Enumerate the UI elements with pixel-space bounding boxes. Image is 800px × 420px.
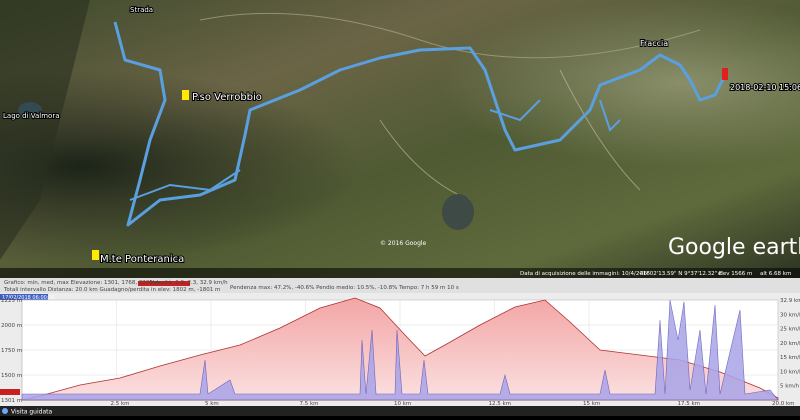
brand: Google earth	[668, 235, 800, 260]
copyright: © 2016 Google	[380, 240, 427, 247]
tour-icon[interactable]	[2, 408, 8, 414]
y-tick-label: 1500 m	[1, 373, 22, 379]
stats: Pendenza max: 47.2%, -40.6% Pendio medio…	[230, 285, 459, 291]
elevation-profile: Grafico: min, med, max Elevazione: 1301,…	[0, 278, 800, 407]
y-tick-label: 1301 m	[1, 398, 22, 404]
place-label: Fraccia	[640, 39, 668, 48]
tour-button[interactable]: Visita guidata	[11, 409, 52, 416]
y2-tick-label: 25 km/h	[780, 327, 800, 333]
y2-tick-label: 10 km/h	[780, 369, 800, 375]
x-tick-label: 10 km	[394, 401, 411, 407]
y-tick-label: 1750 m	[1, 348, 22, 354]
x-tick-label: 20.0 km	[772, 401, 795, 407]
x-tick-label: 12.5 km	[489, 401, 512, 407]
pin[interactable]	[722, 68, 728, 80]
place-label: Strada	[130, 6, 153, 14]
status-date: Data di acquisizione delle immagini: 10/…	[520, 271, 650, 277]
pin[interactable]	[92, 250, 99, 260]
x-tick-label: 2.5 km	[111, 401, 130, 407]
status-coords: 46°02'13.59" N 9°37'12.32" E	[640, 271, 723, 277]
stats: Grafico: min, med, max Elevazione: 1301,…	[4, 280, 160, 286]
footer: Visita guidata	[0, 406, 800, 416]
y2-tick-label: 32.9 km/h	[780, 298, 800, 304]
x-tick-label: 17.5 km	[678, 401, 701, 407]
pin[interactable]	[182, 90, 189, 100]
stats: Totali intervallo Distanza: 20.0 km Guad…	[3, 287, 220, 293]
x-tick-label: 15 km	[583, 401, 600, 407]
start-time: 17/02/2018 06:00:16	[2, 295, 55, 301]
place-label: Lago di Valmora	[3, 112, 60, 120]
place-label: M.te Ponteranica	[100, 254, 184, 265]
y2-tick-label: 20 km/h	[780, 341, 800, 347]
status-alt: alt 6.68 km	[760, 271, 791, 277]
map-view[interactable]: P.so Verrobbio M.te Ponteranica Fraccia …	[0, 0, 800, 278]
status-elev: elev 1566 m	[718, 271, 752, 277]
y2-tick-label: 30 km/h	[780, 312, 800, 318]
y2-tick-label: 15 km/h	[780, 355, 800, 361]
y-tick-label: 2000 m	[1, 323, 22, 329]
x-tick-label: 7.5 km	[300, 401, 319, 407]
y-tick-label: 2225 m	[1, 298, 22, 304]
place-label: P.so Verrobbio	[192, 92, 262, 103]
place-label: 2018-02-10 15:06:02	[730, 83, 800, 92]
y2-tick-label: 5 km/h	[780, 384, 800, 390]
stats: Velocità: 0.0, 2.3, 32.9 km/h	[150, 279, 228, 286]
gps-track	[113, 21, 727, 227]
x-tick-label: 5 km	[205, 401, 219, 407]
